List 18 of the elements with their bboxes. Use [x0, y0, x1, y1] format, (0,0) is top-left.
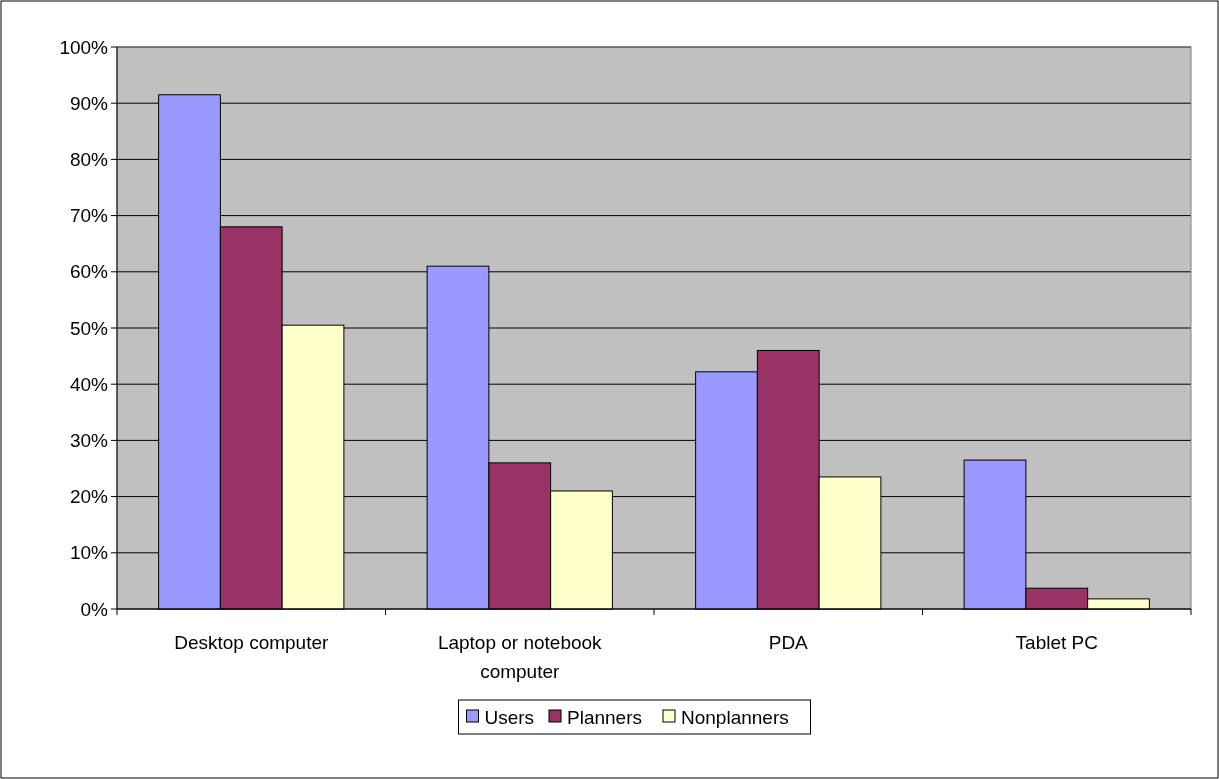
x-tick-label: Laptop or notebook computer	[437, 632, 603, 682]
y-tick-label: 90%	[69, 92, 109, 114]
y-tick-label: 60%	[69, 261, 109, 283]
x-tick-label: Desktop computer	[174, 632, 330, 653]
y-tick-label: 100%	[59, 36, 109, 58]
y-tick-label: 20%	[69, 486, 109, 508]
y-tick-label: 0%	[80, 598, 109, 620]
y-tick-label: 80%	[69, 149, 109, 171]
y-tick-label: 70%	[69, 205, 109, 227]
y-tick-label: 40%	[69, 373, 109, 395]
x-tick-label: PDA	[768, 632, 809, 653]
legend-label: Planners	[567, 706, 642, 728]
y-tick-label: 30%	[69, 430, 109, 452]
x-tick-label: Tablet PC	[1015, 632, 1098, 653]
legend-label: Nonplanners	[681, 706, 789, 728]
legend-label: Users	[484, 706, 535, 728]
y-tick-label: 50%	[69, 317, 109, 339]
y-tick-label: 10%	[69, 542, 109, 564]
